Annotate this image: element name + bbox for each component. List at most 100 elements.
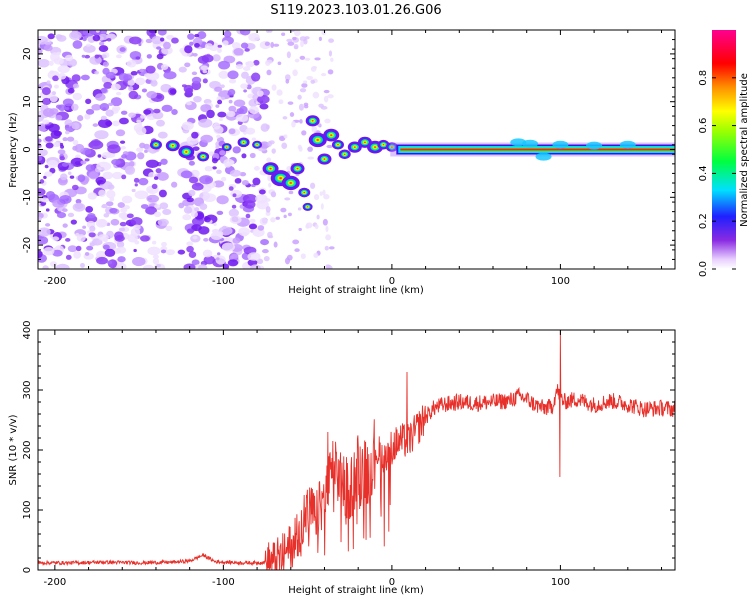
spectrogram-noise-cell [147,246,161,256]
spectrogram-noise-cell [188,251,197,258]
spectrogram-noise-cell [133,248,137,253]
spectrogram-noise-cell [151,240,157,245]
spectrogram-noise-cell [192,235,198,240]
spectrogram-noise-cell [118,117,129,125]
spectrogram-noise-cell [212,54,221,62]
spectrogram-noise-cell [43,44,53,52]
spectrogram-noise-cell [198,226,210,235]
spectrogram-noise-cell [298,227,302,232]
spectrogram-noise-cell [64,54,74,62]
spectrogram-noise-cell [204,43,213,50]
spectrogram-noise-cell [252,177,261,186]
spectrogram-noise-cell [152,254,159,259]
spectrogram-noise-cell [188,189,196,197]
spectrogram-noise-cell [235,113,249,122]
spectrogram-noise-cell [307,156,315,160]
spectrogram-noise-cell [103,81,113,89]
spectrogram-noise-cell [49,108,59,115]
colorbar-label: Normalized spectral amplitude [739,73,750,227]
spectrogram-noise-cell [228,186,234,191]
spectrogram-noise-cell [178,202,185,209]
spectrogram-noise-cell [324,118,331,124]
spectrogram-noise-cell [49,261,57,267]
spectrogram-noise-cell [232,193,237,198]
colorbar-axis: 0.0 0.2 0.4 0.6 0.8 [698,70,736,277]
spectrogram-noise-cell [98,45,109,52]
spectrogram-noise-cell [321,72,327,77]
spectrogram-noise-cell [55,34,63,40]
spectrogram-noise-cell [228,128,236,135]
spectrogram-noise-cell [38,250,43,259]
spectrogram-noise-cell [150,79,158,87]
spectrogram-noise-cell [241,71,249,79]
spectrogram-noise-cell [45,190,56,201]
spectrogram-noise-cell [127,85,134,92]
spectrogram-noise-cell [228,99,233,104]
spectrogram-noise-cell [72,202,86,212]
spectrogram-noise-cell [49,52,60,62]
spectrogram-noise-cell [140,235,150,242]
spectrogram-noise-cell [325,234,332,241]
spectrogram-noise-cell [229,215,242,224]
spectrogram-noise-cell [303,80,308,84]
spectrogram-noise-cell [55,114,63,121]
spectrogram-noise-cell [62,223,68,228]
spectrogram-noise-cell [267,174,272,182]
spectrogram-noise-cell [266,69,272,76]
spectrogram-noise-cell [160,63,169,71]
spectrogram-noise-cell [204,166,213,172]
spectrogram-noise-cell [259,141,270,149]
spectrogram-noise-cell [216,257,220,261]
spectrogram-noise-cell [116,246,127,254]
spectrogram-noise-cell [130,216,143,226]
spectrogram-noise-cell [145,65,156,74]
spectrogram-noise-cell [297,144,302,150]
spectrogram-noise-cell [239,30,251,36]
spectrogram-noise-cell [116,240,125,248]
spectrogram-noise-cell [52,142,61,148]
spectrogram-noise-cell [98,219,108,228]
spectrogram-ytick-label: 0 [22,146,33,152]
spectrogram-noise-cell [152,258,160,265]
spectrogram-noise-cell [216,195,229,205]
spectrogram-noise-cell [61,162,69,167]
spectrogram-noise-cell [204,215,209,221]
spectrogram-noise-cell [89,242,95,247]
spectrogram-noise-cell [56,211,67,219]
spectrogram-noise-cell [268,182,272,188]
spectrogram-noise-cell [310,66,317,72]
spectrogram-noise-cell [46,80,51,85]
spectrogram-noise-cell [294,248,300,253]
spectrogram-noise-cell [265,30,270,33]
spectrogram-noise-cell [60,173,68,181]
spectrogram-noise-cell [116,262,127,269]
spectrogram-noise-cell [86,245,94,251]
spectrogram-noise-cell [62,98,74,107]
spectrogram-noise-cell [231,42,241,50]
spectrogram-noise-cell [157,131,168,139]
spectrogram-noise-cell [246,84,252,90]
spectrogram-noise-cell [234,178,242,184]
spectrogram-noise-cell [282,116,288,120]
spectrogram-signal-core [284,178,297,188]
spectrogram-noise-cell [222,263,230,269]
spectrogram-noise-cell [293,45,299,50]
spectrogram-noise-cell [314,57,321,61]
spectrogram-signal-core [152,141,160,148]
spectrogram-noise-cell [71,103,79,111]
spectrogram-noise-cell [158,189,167,198]
spectrogram-noise-cell [263,255,270,262]
spectrogram-noise-cell [42,265,49,269]
spectrogram-noise-cell [137,152,145,160]
spectrogram-noise-cell [221,96,225,101]
snr-xtick-label: 0 [389,577,395,588]
spectrogram-signal-core [168,142,178,150]
spectrogram-signal-core [292,165,303,173]
spectrogram-ytick-label: -10 [22,189,33,205]
spectrogram-ytick-label: 20 [22,48,33,61]
spectrogram-noise-cell [124,165,136,175]
spectrogram-noise-cell [148,173,154,178]
spectrogram-noise-cell [292,69,298,77]
spectrogram-noise-cell [38,216,42,221]
